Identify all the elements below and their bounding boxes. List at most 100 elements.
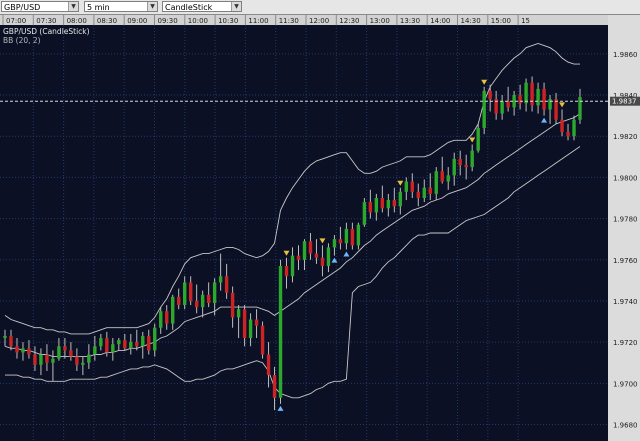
candle: [230, 286, 235, 328]
candle: [446, 167, 450, 190]
candle: [117, 338, 121, 351]
candle-body: [404, 181, 409, 192]
candle: [374, 193, 379, 221]
candle-body: [123, 340, 127, 349]
candle: [111, 338, 115, 361]
candle-body: [69, 350, 73, 357]
timeframe-select[interactable]: 5 min ▼: [84, 1, 158, 12]
candle: [260, 321, 265, 359]
candle: [404, 177, 409, 201]
candle: [93, 335, 97, 361]
candle-body: [176, 296, 181, 306]
candle-body: [39, 354, 43, 365]
candle-body: [3, 335, 7, 339]
timeframe-select-value: 5 min: [87, 3, 110, 12]
candle: [33, 346, 37, 371]
candle: [554, 92, 558, 124]
candle-body: [224, 276, 229, 293]
time-tick-label: 08:00: [67, 17, 87, 25]
candle: [326, 243, 331, 273]
candle-body: [356, 224, 361, 246]
symbol-select[interactable]: GBP/USD ▼: [1, 1, 79, 12]
candle: [182, 276, 187, 310]
candle-body: [332, 239, 337, 248]
candle: [105, 331, 109, 357]
time-tick-label: 07:00: [6, 17, 26, 25]
candle: [524, 78, 528, 112]
signal-markers: [277, 79, 566, 411]
candle: [141, 331, 145, 359]
candle-body: [578, 97, 582, 120]
candle-body: [572, 119, 576, 137]
candle-body: [45, 354, 49, 363]
chart-type-select[interactable]: CandleStick ▼: [162, 1, 242, 12]
candle-body: [171, 296, 175, 324]
candle: [63, 338, 67, 359]
time-tick-label: 08:30: [97, 17, 117, 25]
candle: [272, 366, 277, 411]
chevron-down-icon[interactable]: ▼: [147, 2, 157, 11]
candle: [440, 156, 444, 184]
candle-body: [458, 158, 462, 166]
candle: [362, 197, 367, 227]
price-chart[interactable]: 07:00 07:30 08:00 08:30 09:00 09:30 10:00 10:30…: [0, 15, 640, 441]
candle: [266, 342, 271, 388]
price-axis: 1.9860 1.9840 1.9820 1.9800 1.9780 1.9760 1.97…: [613, 51, 638, 430]
candle: [212, 278, 217, 316]
candle-body: [141, 335, 145, 347]
candle: [135, 329, 139, 351]
candle-body: [422, 187, 426, 198]
price-tick-label: 1.9840: [613, 92, 638, 100]
candle: [578, 88, 582, 124]
candle: [476, 123, 480, 153]
sell-signal-icon: [559, 102, 566, 108]
chevron-down-icon[interactable]: ▼: [68, 2, 78, 11]
candle: [548, 95, 552, 124]
candle-body: [506, 101, 510, 108]
candle: [536, 82, 540, 114]
candle: [57, 338, 61, 361]
candle: [284, 257, 289, 289]
candle-body: [266, 354, 271, 376]
candle-body: [464, 165, 468, 168]
time-tick-label: 12:00: [309, 17, 329, 25]
chart-type-select-value: CandleStick: [165, 3, 213, 12]
current-price-tag: [610, 96, 640, 106]
candle: [350, 222, 355, 250]
candle-body: [206, 294, 211, 304]
candle: [338, 226, 343, 250]
time-tick-label: 15:00: [491, 17, 511, 25]
candle: [171, 294, 175, 330]
candle-body: [428, 187, 432, 194]
chevron-down-icon[interactable]: ▼: [231, 2, 241, 11]
candle: [482, 86, 486, 135]
time-tick-label: 15: [521, 17, 530, 25]
candle: [434, 167, 438, 201]
candle: [75, 348, 79, 371]
candle-body: [87, 354, 91, 363]
candle-body: [57, 346, 61, 359]
candle-body: [254, 319, 259, 326]
chart-legend-title: GBP/USD (CandleStick): [3, 27, 90, 36]
candle-body: [548, 99, 552, 110]
candle: [236, 305, 241, 339]
time-tick-label: 13:00: [370, 17, 390, 25]
candle-body: [542, 88, 546, 110]
candle: [165, 305, 169, 330]
candle-body: [338, 239, 343, 244]
candle-body: [518, 95, 522, 104]
sell-signal-icon: [319, 238, 326, 244]
candle-body: [159, 311, 163, 328]
candle-body: [21, 348, 25, 353]
candle: [69, 342, 73, 361]
time-tick-label: 11:30: [279, 17, 299, 25]
candle: [224, 263, 229, 299]
candle-body: [368, 202, 373, 213]
candle: [194, 284, 199, 314]
candle: [422, 179, 426, 203]
candle-body: [380, 197, 385, 209]
candle: [452, 152, 456, 186]
sell-signal-icon: [481, 79, 488, 85]
bollinger-middle-band: [4, 113, 581, 358]
